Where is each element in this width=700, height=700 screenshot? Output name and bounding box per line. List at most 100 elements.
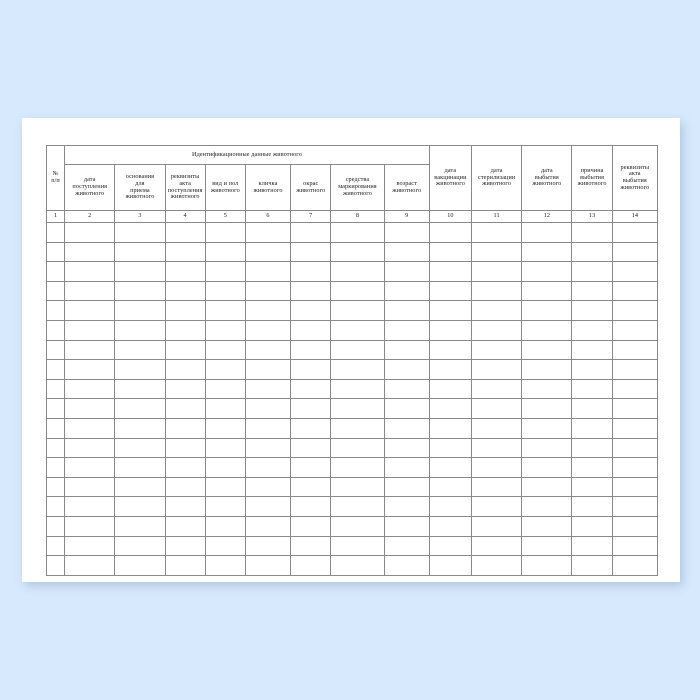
data-cell-r1-c2[interactable] bbox=[64, 222, 116, 243]
data-cell-r18-c5[interactable] bbox=[204, 555, 246, 576]
data-cell-r13-c2[interactable] bbox=[64, 457, 116, 478]
data-cell-r3-c6[interactable] bbox=[244, 261, 292, 282]
data-cell-r6-c1[interactable] bbox=[45, 319, 66, 341]
data-cell-r11-c2[interactable] bbox=[64, 417, 116, 439]
data-cell-r9-c11[interactable] bbox=[471, 378, 523, 400]
data-cell-r4-c13[interactable] bbox=[571, 280, 613, 302]
data-cell-r1-c13[interactable] bbox=[571, 222, 613, 243]
data-cell-r17-c3[interactable] bbox=[114, 535, 166, 557]
data-cell-r9-c14[interactable] bbox=[611, 378, 659, 400]
data-cell-r11-c1[interactable] bbox=[45, 417, 66, 439]
data-cell-r8-c10[interactable] bbox=[428, 359, 473, 380]
data-cell-r12-c10[interactable] bbox=[428, 437, 473, 459]
data-cell-r4-c14[interactable] bbox=[611, 280, 659, 302]
data-cell-r6-c4[interactable] bbox=[164, 319, 206, 341]
data-cell-r3-c12[interactable] bbox=[521, 261, 573, 282]
data-cell-r15-c7[interactable] bbox=[290, 496, 332, 517]
data-cell-r11-c4[interactable] bbox=[164, 417, 206, 439]
data-cell-r5-c8[interactable] bbox=[330, 300, 385, 321]
data-cell-r8-c7[interactable] bbox=[290, 359, 332, 380]
data-cell-r8-c9[interactable] bbox=[383, 359, 430, 380]
data-cell-r10-c7[interactable] bbox=[290, 398, 332, 419]
data-cell-r13-c7[interactable] bbox=[290, 457, 332, 478]
data-cell-r3-c9[interactable] bbox=[383, 261, 430, 282]
data-cell-r10-c14[interactable] bbox=[611, 398, 659, 419]
data-cell-r9-c2[interactable] bbox=[64, 378, 116, 400]
data-cell-r5-c7[interactable] bbox=[290, 300, 332, 321]
data-cell-r18-c8[interactable] bbox=[330, 555, 385, 576]
data-cell-r15-c14[interactable] bbox=[611, 496, 659, 517]
data-cell-r1-c9[interactable] bbox=[383, 222, 430, 243]
data-cell-r16-c10[interactable] bbox=[428, 515, 473, 537]
data-cell-r2-c6[interactable] bbox=[244, 241, 292, 263]
data-cell-r15-c4[interactable] bbox=[164, 496, 206, 517]
data-cell-r14-c3[interactable] bbox=[114, 476, 166, 498]
data-cell-r16-c3[interactable] bbox=[114, 515, 166, 537]
data-cell-r8-c6[interactable] bbox=[244, 359, 292, 380]
data-cell-r11-c10[interactable] bbox=[428, 417, 473, 439]
data-cell-r10-c10[interactable] bbox=[428, 398, 473, 419]
data-cell-r9-c9[interactable] bbox=[383, 378, 430, 400]
data-cell-r15-c3[interactable] bbox=[114, 496, 166, 517]
data-cell-r1-c1[interactable] bbox=[45, 222, 66, 243]
data-cell-r10-c9[interactable] bbox=[383, 398, 430, 419]
data-cell-r18-c6[interactable] bbox=[244, 555, 292, 576]
data-cell-r11-c7[interactable] bbox=[290, 417, 332, 439]
data-cell-r6-c10[interactable] bbox=[428, 319, 473, 341]
data-cell-r11-c9[interactable] bbox=[383, 417, 430, 439]
data-cell-r3-c10[interactable] bbox=[428, 261, 473, 282]
data-cell-r17-c9[interactable] bbox=[383, 535, 430, 557]
data-cell-r7-c2[interactable] bbox=[64, 339, 116, 361]
data-cell-r7-c8[interactable] bbox=[330, 339, 385, 361]
data-cell-r4-c4[interactable] bbox=[164, 280, 206, 302]
data-cell-r9-c13[interactable] bbox=[571, 378, 613, 400]
data-cell-r11-c3[interactable] bbox=[114, 417, 166, 439]
data-cell-r6-c3[interactable] bbox=[114, 319, 166, 341]
data-cell-r10-c5[interactable] bbox=[204, 398, 246, 419]
data-cell-r6-c7[interactable] bbox=[290, 319, 332, 341]
data-cell-r9-c5[interactable] bbox=[204, 378, 246, 400]
data-cell-r10-c4[interactable] bbox=[164, 398, 206, 419]
data-cell-r13-c6[interactable] bbox=[244, 457, 292, 478]
data-cell-r14-c7[interactable] bbox=[290, 476, 332, 498]
data-cell-r18-c3[interactable] bbox=[114, 555, 166, 576]
data-cell-r2-c8[interactable] bbox=[330, 241, 385, 263]
data-cell-r15-c6[interactable] bbox=[244, 496, 292, 517]
data-cell-r10-c6[interactable] bbox=[244, 398, 292, 419]
data-cell-r9-c7[interactable] bbox=[290, 378, 332, 400]
data-cell-r18-c9[interactable] bbox=[383, 555, 430, 576]
data-cell-r8-c4[interactable] bbox=[164, 359, 206, 380]
data-cell-r18-c13[interactable] bbox=[571, 555, 613, 576]
data-cell-r8-c12[interactable] bbox=[521, 359, 573, 380]
data-cell-r9-c6[interactable] bbox=[244, 378, 292, 400]
data-cell-r11-c11[interactable] bbox=[471, 417, 523, 439]
data-cell-r12-c11[interactable] bbox=[471, 437, 523, 459]
data-cell-r16-c4[interactable] bbox=[164, 515, 206, 537]
data-cell-r17-c13[interactable] bbox=[571, 535, 613, 557]
data-cell-r15-c11[interactable] bbox=[471, 496, 523, 517]
data-cell-r18-c12[interactable] bbox=[521, 555, 573, 576]
data-cell-r16-c14[interactable] bbox=[611, 515, 659, 537]
data-cell-r14-c14[interactable] bbox=[611, 476, 659, 498]
data-cell-r15-c2[interactable] bbox=[64, 496, 116, 517]
data-cell-r4-c8[interactable] bbox=[330, 280, 385, 302]
data-cell-r11-c12[interactable] bbox=[521, 417, 573, 439]
data-cell-r13-c9[interactable] bbox=[383, 457, 430, 478]
data-cell-r4-c5[interactable] bbox=[204, 280, 246, 302]
data-cell-r8-c8[interactable] bbox=[330, 359, 385, 380]
data-cell-r1-c7[interactable] bbox=[290, 222, 332, 243]
data-cell-r3-c2[interactable] bbox=[64, 261, 116, 282]
data-cell-r2-c7[interactable] bbox=[290, 241, 332, 263]
data-cell-r8-c5[interactable] bbox=[204, 359, 246, 380]
data-cell-r16-c1[interactable] bbox=[45, 515, 66, 537]
data-cell-r11-c5[interactable] bbox=[204, 417, 246, 439]
data-cell-r12-c2[interactable] bbox=[64, 437, 116, 459]
data-cell-r6-c9[interactable] bbox=[383, 319, 430, 341]
data-cell-r2-c14[interactable] bbox=[611, 241, 659, 263]
data-cell-r16-c2[interactable] bbox=[64, 515, 116, 537]
data-cell-r10-c13[interactable] bbox=[571, 398, 613, 419]
data-cell-r14-c12[interactable] bbox=[521, 476, 573, 498]
data-cell-r3-c11[interactable] bbox=[471, 261, 523, 282]
data-cell-r11-c14[interactable] bbox=[611, 417, 659, 439]
data-cell-r6-c13[interactable] bbox=[571, 319, 613, 341]
